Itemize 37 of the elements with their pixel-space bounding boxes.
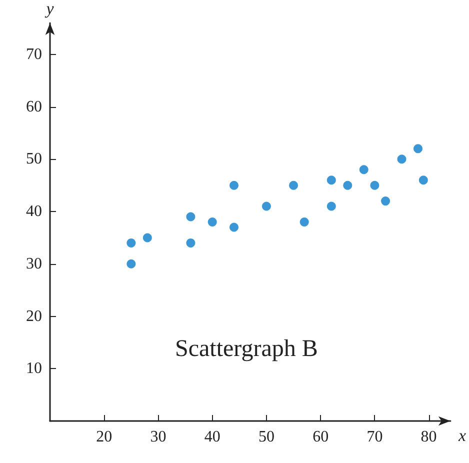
point — [370, 180, 380, 190]
point — [413, 144, 422, 154]
point — [186, 238, 196, 248]
point — [300, 218, 309, 226]
x-tick-label: 60 — [312, 428, 329, 446]
point — [289, 180, 298, 190]
point — [230, 222, 238, 232]
point — [186, 212, 196, 222]
point — [208, 218, 217, 226]
point — [359, 165, 368, 174]
point — [418, 176, 428, 185]
x-tick-label: 20 — [96, 428, 112, 446]
point — [262, 202, 271, 211]
y-tick-label: 70 — [26, 46, 42, 63]
point — [397, 154, 406, 164]
point — [343, 180, 352, 190]
y-tick-label: 40 — [26, 203, 42, 220]
x-tick-label: 40 — [204, 428, 220, 446]
point — [381, 196, 390, 206]
point — [326, 176, 336, 185]
x-axis-title: x — [457, 426, 466, 445]
x-tick-label: 80 — [420, 428, 437, 446]
x-tick-label: 30 — [150, 428, 166, 446]
x-tick-label: 70 — [366, 428, 383, 446]
y-tick-label: 20 — [26, 308, 42, 325]
y-tick-label: 50 — [26, 150, 42, 168]
point — [126, 259, 136, 268]
point — [326, 202, 336, 211]
y-tick-label: 30 — [26, 255, 42, 272]
point — [230, 180, 238, 190]
y-tick-label: 60 — [26, 98, 42, 116]
point — [126, 238, 136, 248]
x-tick-label: 50 — [258, 428, 274, 446]
annotation: Scattergraph B — [175, 336, 318, 362]
y-axis-title: y — [44, 0, 54, 18]
y-tick-label: 10 — [26, 360, 42, 378]
point — [142, 233, 152, 242]
